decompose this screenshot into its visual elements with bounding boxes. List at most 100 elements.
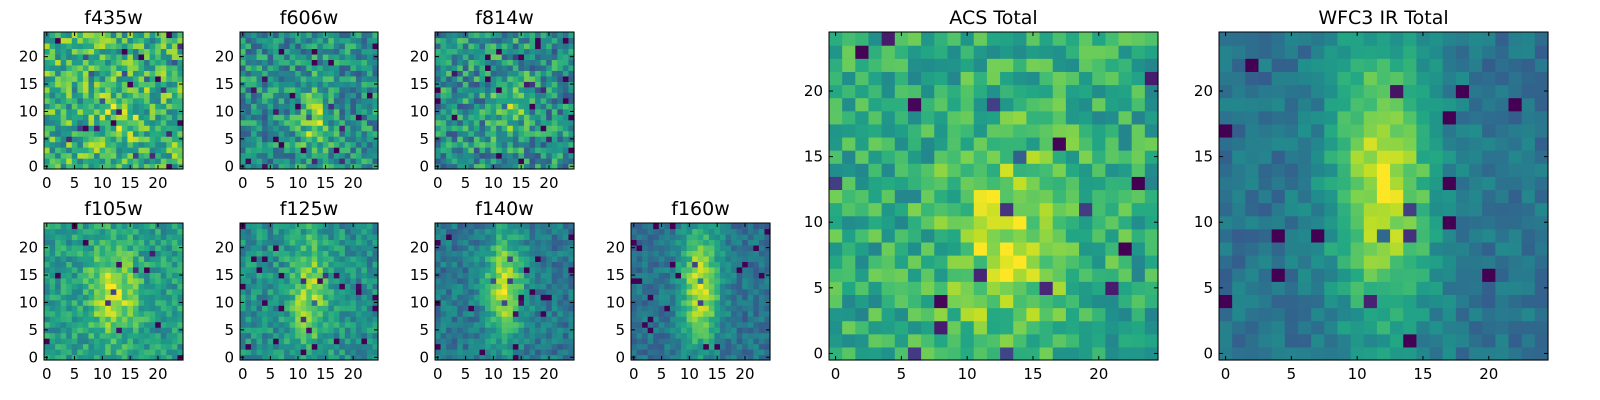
heatmap-cell [160, 136, 167, 143]
heatmap-cell [462, 349, 469, 356]
heatmap-cell [512, 75, 519, 82]
heatmap-cell [317, 103, 324, 110]
heatmap-cell [155, 147, 162, 154]
heatmap-cell [177, 305, 184, 312]
heatmap-cell [344, 299, 351, 306]
heatmap-cell [669, 288, 677, 295]
heatmap-cell [468, 250, 475, 257]
heatmap-cell [446, 64, 453, 71]
heatmap-cell [121, 338, 128, 345]
heatmap-cell [1079, 294, 1093, 309]
heatmap-cell [300, 277, 307, 284]
heatmap-cell [692, 233, 699, 241]
heatmap-cell [88, 136, 95, 143]
heatmap-cell [697, 288, 704, 295]
heatmap-cell [267, 261, 274, 268]
heatmap-cell [479, 233, 486, 241]
heatmap-cell [921, 241, 935, 256]
heatmap-cell [479, 103, 486, 110]
heatmap-cell [479, 147, 486, 154]
heatmap-cell [311, 147, 318, 154]
heatmap-cell [562, 92, 570, 99]
heatmap-cell [160, 64, 167, 71]
heatmap-cell [501, 125, 508, 132]
heatmap-cell [473, 48, 481, 55]
heatmap-cell [479, 136, 486, 143]
heatmap-cell [1000, 202, 1014, 217]
heatmap-cell [278, 354, 285, 361]
heatmap-cell [736, 255, 743, 262]
heatmap-cell [361, 349, 368, 356]
heatmap-cell [177, 152, 184, 159]
heatmap-cell [177, 332, 184, 339]
heatmap-cell [240, 310, 247, 317]
heatmap-cell [240, 125, 247, 132]
heatmap-cell [138, 349, 145, 356]
heatmap-cell [155, 81, 162, 88]
heatmap-cell [523, 349, 531, 356]
heatmap-cell [462, 261, 469, 268]
heatmap-cell [692, 223, 699, 230]
heatmap-cell [262, 327, 269, 334]
heatmap-cell [540, 147, 547, 154]
heatmap-cell [523, 97, 531, 104]
heatmap-cell [49, 327, 56, 334]
heatmap-cell [66, 272, 73, 279]
heatmap-cell [71, 147, 78, 154]
heatmap-cell [736, 316, 743, 323]
heatmap-cell [546, 64, 553, 71]
heatmap-cell [77, 294, 84, 301]
heatmap-cell [284, 244, 291, 251]
heatmap-cell [507, 37, 514, 44]
heatmap-cell [344, 114, 351, 121]
heatmap-cell [1079, 268, 1093, 282]
heatmap-cell [317, 272, 324, 279]
heatmap-cell [842, 176, 856, 191]
heatmap-cell [94, 141, 101, 148]
heatmap-cell [44, 152, 51, 159]
heatmap-cell [675, 327, 682, 334]
heatmap-cell [355, 97, 363, 104]
heatmap-cell [121, 321, 128, 328]
heatmap-cell [344, 316, 351, 323]
heatmap-cell [295, 108, 302, 115]
heatmap-cell [240, 316, 247, 323]
heatmap-cell [110, 255, 117, 262]
heatmap-cell [523, 354, 531, 361]
heatmap-cell [462, 114, 469, 121]
heatmap-cell [1092, 255, 1106, 269]
heatmap-cell [328, 147, 335, 154]
heatmap-cell [110, 349, 117, 356]
heatmap-cell [132, 114, 140, 121]
heatmap-cell [60, 305, 67, 312]
heatmap-cell [451, 108, 458, 115]
heatmap-cell [868, 320, 883, 335]
heatmap-cell [311, 338, 318, 345]
heatmap-cell [44, 283, 51, 290]
heatmap-cell [121, 92, 128, 99]
heatmap-cell [457, 114, 464, 121]
heatmap-cell [479, 81, 486, 88]
heatmap-cell [171, 37, 179, 44]
heatmap-cell [344, 130, 351, 137]
heatmap-cell [284, 294, 291, 301]
heatmap-cell [60, 97, 67, 104]
heatmap-cell [77, 228, 84, 235]
heatmap-cell [512, 141, 519, 148]
heatmap-cell [110, 277, 117, 284]
heatmap-cell [457, 228, 464, 235]
heatmap-cell [300, 114, 307, 121]
heatmap-cell [49, 141, 56, 148]
heatmap-cell [551, 130, 558, 137]
heatmap-cell [647, 233, 654, 241]
heatmap-cell [479, 92, 486, 99]
heatmap-cell [479, 59, 486, 66]
heatmap-cell [300, 354, 307, 361]
heatmap-cell [457, 97, 464, 104]
heatmap-cell [171, 86, 179, 93]
heatmap-cell [457, 338, 464, 345]
heatmap-cell [736, 349, 743, 356]
heatmap-cell [1118, 241, 1133, 256]
heatmap-cell [1092, 281, 1106, 295]
heatmap-cell [435, 42, 442, 50]
